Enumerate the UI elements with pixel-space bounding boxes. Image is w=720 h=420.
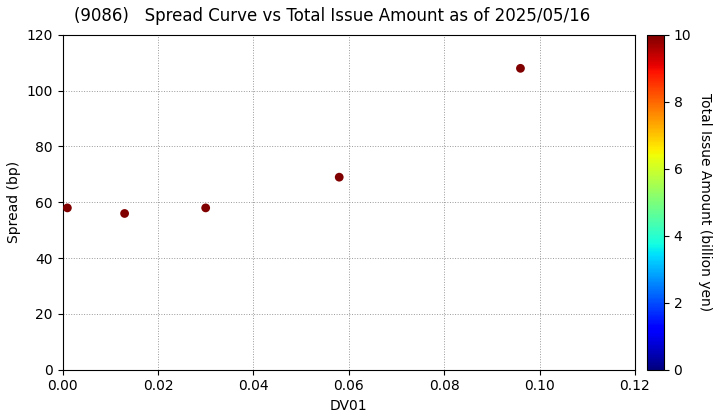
Y-axis label: Total Issue Amount (billion yen): Total Issue Amount (billion yen) (698, 93, 712, 311)
X-axis label: DV01: DV01 (330, 399, 368, 413)
Y-axis label: Spread (bp): Spread (bp) (7, 161, 21, 243)
Point (333, 174, 345, 181)
Point (200, 205, 212, 211)
Point (62, 205, 73, 211)
Point (119, 210, 130, 217)
Point (515, 65, 526, 72)
Text: (9086)   Spread Curve vs Total Issue Amount as of 2025/05/16: (9086) Spread Curve vs Total Issue Amoun… (74, 7, 590, 25)
